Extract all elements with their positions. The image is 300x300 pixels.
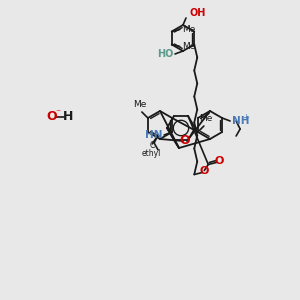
Text: O: O — [200, 167, 209, 176]
Text: NH: NH — [232, 116, 250, 126]
Text: Me: Me — [199, 114, 213, 123]
Text: Me: Me — [182, 42, 195, 51]
Text: Me: Me — [133, 100, 147, 109]
Text: C: C — [149, 140, 155, 149]
Text: O: O — [47, 110, 57, 124]
Text: H: H — [63, 110, 73, 124]
Text: HO: HO — [157, 49, 173, 59]
Text: O: O — [214, 157, 224, 166]
Text: Me: Me — [182, 25, 195, 34]
Text: O: O — [180, 134, 190, 148]
Text: OH: OH — [190, 8, 206, 18]
Text: +: + — [242, 112, 249, 122]
Text: HN: HN — [145, 130, 162, 140]
Text: ethyl: ethyl — [141, 149, 161, 158]
Text: ⁻: ⁻ — [55, 108, 60, 118]
